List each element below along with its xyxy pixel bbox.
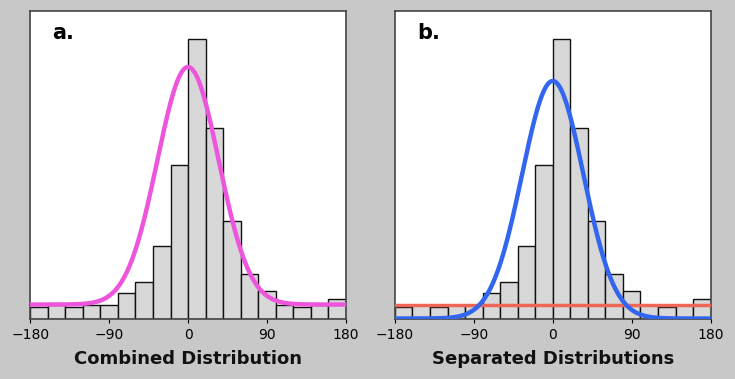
Bar: [693, 299, 711, 318]
Bar: [311, 305, 329, 318]
Bar: [83, 305, 101, 318]
Bar: [675, 305, 693, 318]
Bar: [118, 293, 135, 318]
Bar: [65, 307, 83, 318]
Bar: [658, 307, 675, 318]
Bar: [240, 274, 258, 318]
Bar: [48, 305, 65, 318]
X-axis label: Separated Distributions: Separated Distributions: [431, 350, 674, 368]
Bar: [395, 307, 412, 318]
Bar: [517, 246, 535, 318]
Bar: [101, 305, 118, 318]
Text: b.: b.: [417, 23, 440, 44]
Bar: [412, 305, 430, 318]
Bar: [588, 221, 606, 318]
Bar: [223, 221, 240, 318]
Bar: [448, 305, 465, 318]
Bar: [500, 282, 517, 318]
Bar: [206, 128, 223, 318]
X-axis label: Combined Distribution: Combined Distribution: [74, 350, 302, 368]
Bar: [276, 305, 293, 318]
Bar: [30, 307, 48, 318]
Bar: [171, 165, 188, 318]
Bar: [430, 307, 448, 318]
Bar: [188, 39, 206, 318]
Bar: [640, 305, 658, 318]
Bar: [570, 128, 588, 318]
Bar: [623, 291, 640, 318]
Bar: [465, 305, 483, 318]
Bar: [293, 307, 311, 318]
Bar: [135, 282, 153, 318]
Bar: [553, 39, 570, 318]
Text: a.: a.: [52, 23, 74, 44]
Bar: [483, 293, 500, 318]
Bar: [258, 291, 276, 318]
Bar: [153, 246, 171, 318]
Bar: [329, 299, 346, 318]
Bar: [606, 274, 623, 318]
Bar: [535, 165, 553, 318]
